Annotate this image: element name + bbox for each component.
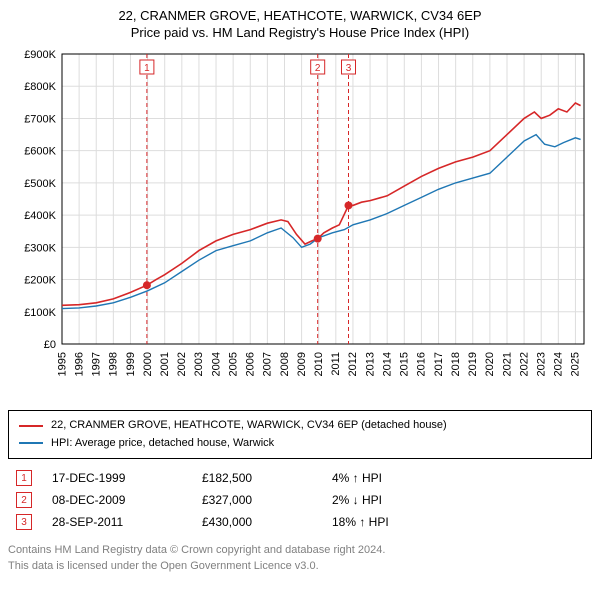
svg-text:£0: £0 <box>44 339 56 351</box>
chart-container: £0 £100K £200K £300K £400K £500K £600K £700K £80… <box>8 44 592 404</box>
svg-text:1999: 1999 <box>125 352 137 376</box>
svg-text:2025: 2025 <box>570 352 582 376</box>
svg-text:2016: 2016 <box>416 352 428 376</box>
svg-text:£800K: £800K <box>24 81 56 93</box>
table-row: 2 08-DEC-2009 £327,000 2% ↓ HPI <box>8 489 592 511</box>
svg-text:2020: 2020 <box>484 352 496 376</box>
legend-item: HPI: Average price, detached house, Warw… <box>19 435 581 453</box>
svg-text:2012: 2012 <box>347 352 359 376</box>
svg-text:2007: 2007 <box>262 352 274 376</box>
footer-line: This data is licensed under the Open Gov… <box>8 559 592 574</box>
svg-text:2017: 2017 <box>433 352 445 376</box>
legend-label: 22, CRANMER GROVE, HEATHCOTE, WARWICK, C… <box>51 417 447 435</box>
legend-swatch <box>19 425 43 427</box>
svg-text:£600K: £600K <box>24 146 56 158</box>
svg-text:3: 3 <box>346 63 352 74</box>
svg-text:2018: 2018 <box>450 352 462 376</box>
svg-text:2014: 2014 <box>381 352 393 376</box>
legend-swatch <box>19 442 43 444</box>
svg-text:£400K: £400K <box>24 210 56 222</box>
svg-text:2004: 2004 <box>210 352 222 376</box>
svg-text:2011: 2011 <box>330 352 342 376</box>
tx-marker-icon: 2 <box>16 492 32 508</box>
tx-date: 08-DEC-2009 <box>52 493 202 507</box>
legend-item: 22, CRANMER GROVE, HEATHCOTE, WARWICK, C… <box>19 417 581 435</box>
svg-text:2001: 2001 <box>159 352 171 376</box>
svg-text:1: 1 <box>144 63 150 74</box>
tx-marker-icon: 3 <box>16 514 32 530</box>
tx-pct: 4% ↑ HPI <box>332 471 472 485</box>
tx-price: £327,000 <box>202 493 332 507</box>
legend-label: HPI: Average price, detached house, Warw… <box>51 435 274 453</box>
line-chart: £0 £100K £200K £300K £400K £500K £600K £700K £80… <box>8 44 592 404</box>
tx-price: £430,000 <box>202 515 332 529</box>
svg-text:£500K: £500K <box>24 178 56 190</box>
tx-pct: 18% ↑ HPI <box>332 515 472 529</box>
svg-text:2013: 2013 <box>364 352 376 376</box>
title-subtitle: Price paid vs. HM Land Registry's House … <box>8 25 592 40</box>
table-row: 3 28-SEP-2011 £430,000 18% ↑ HPI <box>8 511 592 533</box>
svg-text:£900K: £900K <box>24 49 56 61</box>
svg-text:1996: 1996 <box>73 352 85 376</box>
tx-date: 28-SEP-2011 <box>52 515 202 529</box>
svg-text:2003: 2003 <box>193 352 205 376</box>
svg-text:1998: 1998 <box>108 352 120 376</box>
tx-pct: 2% ↓ HPI <box>332 493 472 507</box>
svg-text:2019: 2019 <box>467 352 479 376</box>
transactions-table: 1 17-DEC-1999 £182,500 4% ↑ HPI 2 08-DEC… <box>8 467 592 533</box>
legend: 22, CRANMER GROVE, HEATHCOTE, WARWICK, C… <box>8 410 592 459</box>
svg-text:2022: 2022 <box>518 352 530 376</box>
svg-text:2000: 2000 <box>142 352 154 376</box>
svg-text:2021: 2021 <box>501 352 513 376</box>
footer-attribution: Contains HM Land Registry data © Crown c… <box>8 543 592 574</box>
tx-price: £182,500 <box>202 471 332 485</box>
footer-line: Contains HM Land Registry data © Crown c… <box>8 543 592 558</box>
svg-text:£200K: £200K <box>24 275 56 287</box>
svg-text:1995: 1995 <box>56 352 68 376</box>
svg-text:2023: 2023 <box>536 352 548 376</box>
svg-text:2008: 2008 <box>279 352 291 376</box>
chart-title-block: 22, CRANMER GROVE, HEATHCOTE, WARWICK, C… <box>8 8 592 40</box>
tx-marker-icon: 1 <box>16 470 32 486</box>
svg-text:2: 2 <box>315 63 321 74</box>
svg-text:1997: 1997 <box>91 352 103 376</box>
table-row: 1 17-DEC-1999 £182,500 4% ↑ HPI <box>8 467 592 489</box>
svg-text:2010: 2010 <box>313 352 325 376</box>
svg-text:£300K: £300K <box>24 242 56 254</box>
svg-text:2009: 2009 <box>296 352 308 376</box>
svg-text:2015: 2015 <box>399 352 411 376</box>
svg-text:2002: 2002 <box>176 352 188 376</box>
svg-text:£700K: £700K <box>24 113 56 125</box>
svg-text:2005: 2005 <box>227 352 239 376</box>
svg-text:2006: 2006 <box>245 352 257 376</box>
svg-text:£100K: £100K <box>24 307 56 319</box>
title-address: 22, CRANMER GROVE, HEATHCOTE, WARWICK, C… <box>8 8 592 23</box>
tx-date: 17-DEC-1999 <box>52 471 202 485</box>
svg-text:2024: 2024 <box>553 352 565 376</box>
